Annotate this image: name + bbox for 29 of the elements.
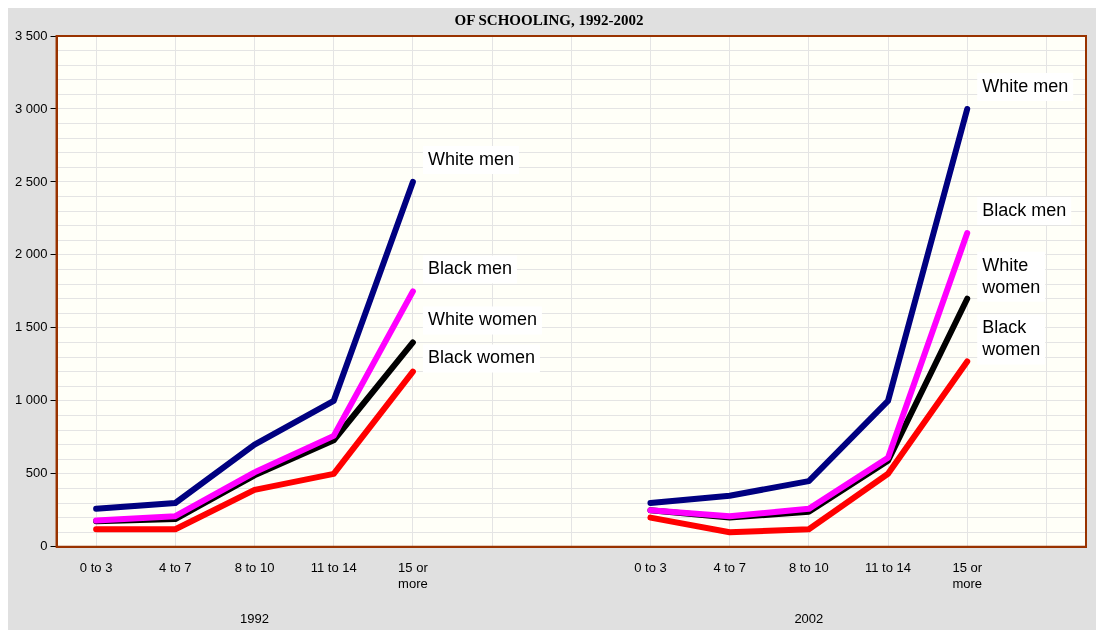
series-label: Black women — [981, 317, 1041, 360]
y-tick-label: 2 000 — [14, 246, 48, 262]
series-label: Black men — [427, 258, 512, 279]
series-label: White men — [427, 148, 514, 169]
y-tick-label: 500 — [25, 465, 48, 481]
x-tick-label: 8 to 10 — [234, 560, 275, 576]
y-tick-label: 3 500 — [14, 27, 48, 43]
text: White women — [427, 309, 537, 330]
x-tick-label: 8 to 10 — [788, 560, 829, 576]
x-tick-label: 11 to 14 — [310, 560, 357, 576]
text: 2002 — [794, 611, 824, 627]
text: Black men — [982, 199, 1067, 220]
y-tick-label: 1 500 — [14, 319, 48, 335]
x-tick-label: 15 or more — [398, 560, 429, 591]
y-tick-label: 2 500 — [14, 173, 48, 189]
text: 1992 — [240, 611, 269, 627]
x-tick-label: 4 to 7 — [713, 560, 746, 576]
chart-title: OF SCHOOLING, 1992-2002 — [454, 11, 644, 28]
text: Black women — [427, 347, 535, 368]
y-tick-label: 3 000 — [14, 100, 48, 116]
x-tick-label: 0 to 3 — [634, 560, 667, 576]
series-label: White women — [981, 254, 1041, 297]
text: White men — [982, 75, 1069, 96]
y-tick-label: 1 000 — [14, 392, 48, 408]
y-tick-label: 0 — [40, 538, 48, 554]
x-tick-label: 11 to 14 — [865, 560, 912, 576]
x-tick-label: 4 to 7 — [159, 560, 192, 576]
x-tick-label: 0 to 3 — [79, 560, 113, 576]
x-tick-label: 15 or more — [952, 560, 983, 591]
